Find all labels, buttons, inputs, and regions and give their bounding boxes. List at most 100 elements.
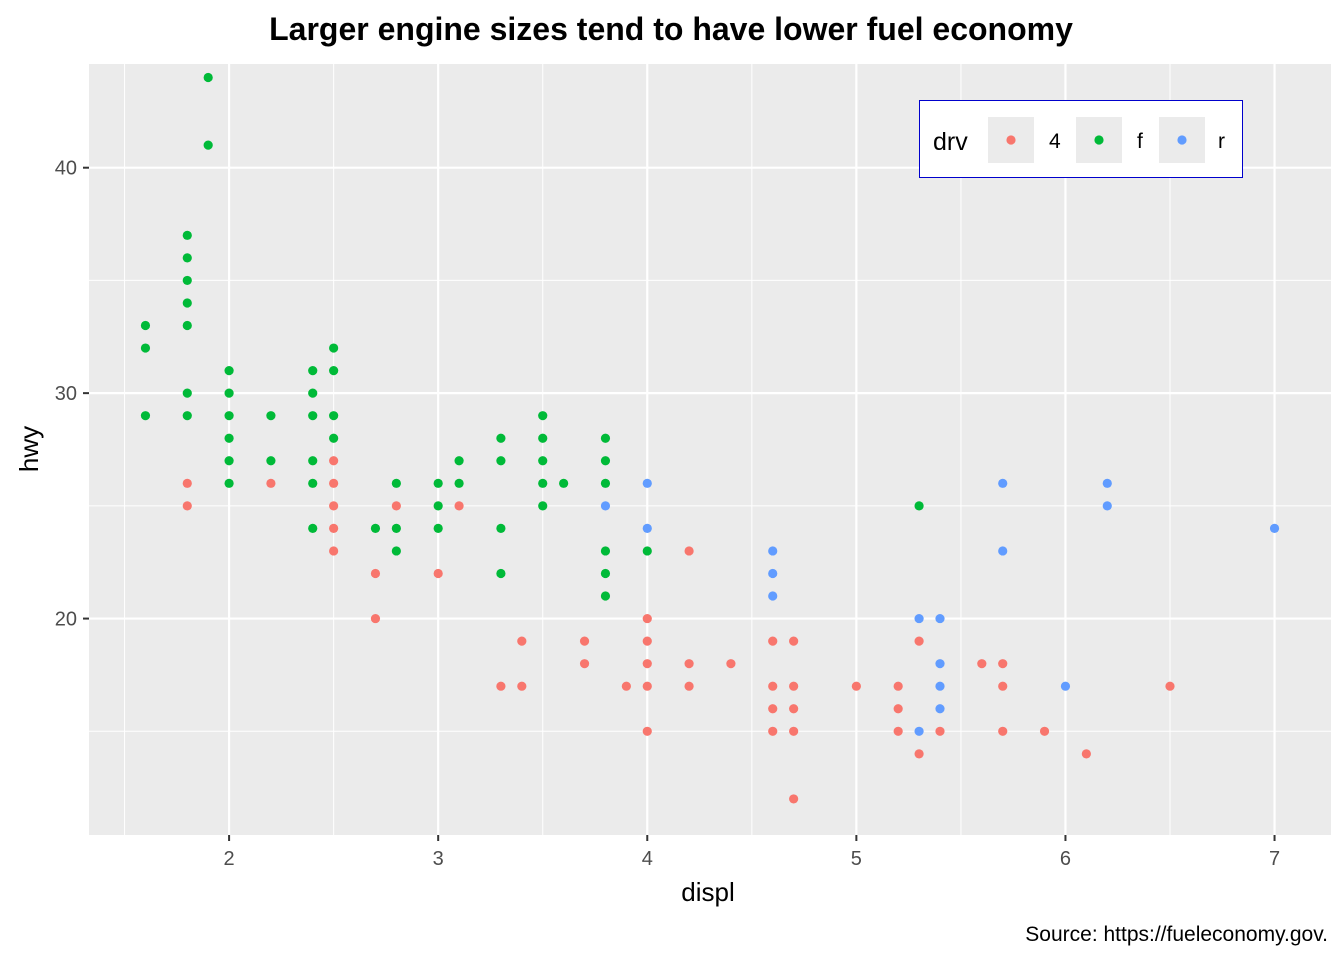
data-point-r — [1102, 501, 1112, 511]
x-tick-label: 6 — [1060, 848, 1071, 870]
data-point-4 — [329, 546, 339, 556]
data-point-r — [768, 546, 778, 556]
data-point-f — [224, 388, 234, 398]
data-point-f — [182, 298, 192, 308]
data-point-4 — [789, 726, 799, 736]
data-point-4 — [768, 681, 778, 691]
y-tick-label: 20 — [55, 609, 77, 631]
data-point-f — [224, 456, 234, 466]
data-point-f — [391, 523, 401, 534]
data-point-4 — [579, 659, 590, 669]
data-point-4 — [370, 613, 381, 624]
data-point-4 — [517, 636, 527, 646]
y-tick-label: 30 — [55, 383, 77, 405]
data-point-f — [329, 365, 339, 376]
legend-label-4: 4 — [1049, 130, 1061, 153]
data-point-f — [600, 456, 611, 466]
x-tick-label: 2 — [224, 848, 235, 870]
data-point-f — [182, 275, 192, 286]
data-point-r — [600, 501, 611, 511]
data-point-f — [391, 478, 401, 488]
data-point-4 — [454, 501, 464, 511]
chart-caption: Source: https://fueleconomy.gov. — [1025, 923, 1328, 946]
data-point-f — [308, 478, 318, 488]
data-point-f — [600, 546, 611, 556]
data-point-4 — [642, 681, 652, 691]
data-point-f — [538, 411, 548, 421]
data-point-f — [308, 523, 318, 534]
data-point-4 — [684, 681, 694, 691]
data-point-4 — [329, 523, 339, 534]
data-point-f — [308, 456, 318, 466]
data-point-f — [370, 523, 381, 534]
data-point-4 — [329, 501, 339, 511]
data-point-4 — [998, 659, 1008, 669]
data-point-4 — [768, 636, 778, 646]
data-point-f — [182, 253, 192, 263]
x-tick-label: 5 — [851, 848, 862, 870]
x-tick-label: 3 — [433, 848, 444, 870]
data-point-r — [998, 546, 1008, 556]
data-point-4 — [914, 749, 924, 759]
data-point-f — [182, 320, 192, 331]
data-point-f — [496, 433, 506, 443]
data-point-4 — [768, 704, 778, 714]
data-point-4 — [433, 568, 443, 579]
data-point-f — [496, 523, 506, 534]
data-point-r — [935, 613, 945, 624]
data-point-f — [266, 411, 276, 421]
data-point-r — [642, 478, 652, 488]
legend-label-r: r — [1218, 130, 1225, 153]
data-point-r — [1269, 523, 1280, 534]
data-point-f — [224, 478, 234, 488]
y-tick-label: 40 — [55, 158, 77, 180]
data-point-4 — [517, 681, 527, 691]
data-point-4 — [977, 659, 987, 669]
major-gridlines — [89, 64, 1331, 835]
data-point-4 — [642, 636, 652, 646]
data-point-f — [224, 433, 234, 443]
data-point-4 — [684, 546, 694, 556]
data-point-4 — [789, 681, 799, 691]
data-point-4 — [768, 726, 778, 736]
data-point-f — [433, 501, 443, 511]
data-point-4 — [642, 659, 652, 669]
legend-title: drv — [933, 128, 968, 156]
data-point-f — [329, 433, 339, 443]
data-point-4 — [789, 794, 799, 804]
data-point-f — [182, 411, 192, 421]
data-point-f — [140, 320, 151, 331]
data-point-4 — [998, 681, 1008, 691]
data-point-f — [538, 478, 548, 488]
data-point-4 — [684, 659, 694, 669]
data-point-f — [308, 388, 318, 398]
data-point-4 — [621, 681, 631, 691]
data-point-4 — [789, 704, 799, 714]
data-point-r — [1060, 681, 1071, 691]
data-point-4 — [391, 501, 401, 511]
data-point-f — [140, 343, 151, 353]
data-point-f — [600, 591, 611, 601]
data-point-r — [1102, 478, 1112, 488]
data-point-4 — [893, 681, 903, 691]
data-point-f — [559, 478, 569, 488]
data-point-f — [391, 546, 401, 556]
y-axis-ticks: 20 30 40 — [55, 158, 89, 631]
data-point-f — [224, 411, 234, 421]
data-points — [140, 72, 1280, 804]
data-point-4 — [726, 659, 736, 669]
legend-key-r — [1177, 135, 1187, 145]
data-point-r — [768, 591, 778, 601]
minor-gridlines — [89, 64, 1331, 835]
legend-label-f: f — [1137, 130, 1143, 153]
data-point-f — [600, 478, 611, 488]
x-axis-ticks: 2 3 4 5 6 7 — [224, 835, 1280, 870]
data-point-4 — [182, 501, 192, 511]
data-point-f — [224, 365, 234, 376]
data-point-f — [182, 230, 192, 240]
x-tick-label: 4 — [642, 848, 653, 870]
data-point-r — [914, 613, 924, 624]
data-point-4 — [579, 636, 590, 646]
data-point-4 — [642, 726, 652, 736]
